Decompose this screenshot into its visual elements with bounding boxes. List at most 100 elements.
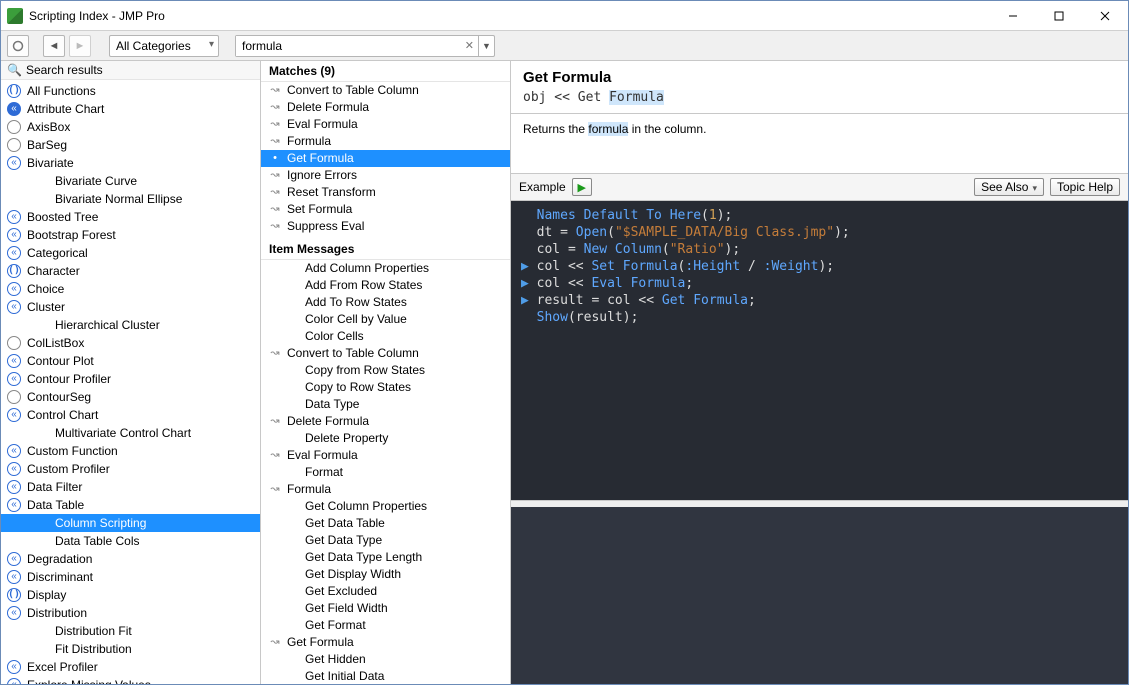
message-item[interactable]: Get Data Table bbox=[261, 515, 510, 532]
message-item[interactable]: Get Hidden bbox=[261, 651, 510, 668]
clear-search-icon[interactable]: ✕ bbox=[465, 39, 474, 52]
tree-item[interactable]: «Attribute Chart bbox=[1, 100, 260, 118]
detail-header: Get Formula obj << Get Formula bbox=[511, 61, 1128, 114]
close-button[interactable] bbox=[1082, 1, 1128, 31]
message-item[interactable]: Convert to Table Column bbox=[261, 345, 510, 362]
tree-item[interactable]: «Data Filter bbox=[1, 478, 260, 496]
toolbar: ◄ ► All Categories ✕ ▼ bbox=[1, 31, 1128, 61]
ring-icon: « bbox=[7, 354, 21, 368]
message-item[interactable]: Get Display Width bbox=[261, 566, 510, 583]
tree-item[interactable]: Fit Distribution bbox=[1, 640, 260, 658]
tree-item[interactable]: «Custom Function bbox=[1, 442, 260, 460]
tree-item[interactable]: «Explore Missing Values bbox=[1, 676, 260, 684]
forward-button[interactable]: ► bbox=[69, 35, 91, 57]
tree-item[interactable]: «Custom Profiler bbox=[1, 460, 260, 478]
home-button[interactable] bbox=[7, 35, 29, 57]
match-item[interactable]: Suppress Eval bbox=[261, 218, 510, 235]
tree-item[interactable]: BarSeg bbox=[1, 136, 260, 154]
tree-item[interactable]: AxisBox bbox=[1, 118, 260, 136]
tree-item[interactable]: «Contour Plot bbox=[1, 352, 260, 370]
tree-item[interactable]: «Degradation bbox=[1, 550, 260, 568]
tree-item[interactable]: Hierarchical Cluster bbox=[1, 316, 260, 334]
tree-item[interactable]: «Excel Profiler bbox=[1, 658, 260, 676]
tree-item[interactable]: Column Scripting bbox=[1, 514, 260, 532]
message-item[interactable]: Add Column Properties bbox=[261, 260, 510, 277]
back-button[interactable]: ◄ bbox=[43, 35, 65, 57]
tree-item[interactable]: «Bivariate bbox=[1, 154, 260, 172]
box-icon bbox=[7, 390, 21, 404]
tree-item[interactable]: Multivariate Control Chart bbox=[1, 424, 260, 442]
tree-item[interactable]: Data Table Cols bbox=[1, 532, 260, 550]
see-also-button[interactable]: See Also bbox=[974, 178, 1044, 196]
message-item[interactable]: Get Initial Data bbox=[261, 668, 510, 684]
message-item[interactable]: Format bbox=[261, 464, 510, 481]
run-example-button[interactable]: ▶ bbox=[572, 178, 592, 196]
message-item[interactable]: Delete Property bbox=[261, 430, 510, 447]
message-item[interactable]: Eval Formula bbox=[261, 447, 510, 464]
tree-item-label: Contour Profiler bbox=[27, 371, 111, 387]
message-item[interactable]: Data Type bbox=[261, 396, 510, 413]
maximize-button[interactable] bbox=[1036, 1, 1082, 31]
search-input[interactable] bbox=[236, 36, 478, 56]
message-item[interactable]: Delete Formula bbox=[261, 413, 510, 430]
tree-item[interactable]: «Choice bbox=[1, 280, 260, 298]
tree-item[interactable]: «Control Chart bbox=[1, 406, 260, 424]
search-dropdown[interactable]: ▼ bbox=[478, 36, 494, 56]
tree-item[interactable]: Distribution Fit bbox=[1, 622, 260, 640]
tree-item[interactable]: «Distribution bbox=[1, 604, 260, 622]
item-messages-header: Item Messages bbox=[261, 235, 510, 260]
message-item[interactable]: Color Cells bbox=[261, 328, 510, 345]
match-item[interactable]: Ignore Errors bbox=[261, 167, 510, 184]
tree-item[interactable]: «Discriminant bbox=[1, 568, 260, 586]
tree-item[interactable]: «Boosted Tree bbox=[1, 208, 260, 226]
message-item[interactable]: Formula bbox=[261, 481, 510, 498]
tree-item[interactable]: «Cluster bbox=[1, 298, 260, 316]
mid-scroll[interactable]: Matches (9) Convert to Table ColumnDelet… bbox=[261, 61, 510, 684]
output-area[interactable] bbox=[511, 501, 1128, 684]
left-scroll[interactable]: ()All Functions«Attribute ChartAxisBoxBa… bbox=[1, 80, 260, 684]
sig-prefix: obj << Get bbox=[523, 90, 609, 105]
message-item[interactable]: Get Data Type bbox=[261, 532, 510, 549]
message-item[interactable]: Get Field Width bbox=[261, 600, 510, 617]
match-item[interactable]: Reset Transform bbox=[261, 184, 510, 201]
message-item-label: Color Cells bbox=[305, 329, 364, 344]
item-messages-list: Add Column PropertiesAdd From Row States… bbox=[261, 260, 510, 684]
tree-item[interactable]: «Categorical bbox=[1, 244, 260, 262]
match-item[interactable]: Eval Formula bbox=[261, 116, 510, 133]
tree-item[interactable]: Bivariate Curve bbox=[1, 172, 260, 190]
message-item[interactable]: Get Excluded bbox=[261, 583, 510, 600]
category-select[interactable]: All Categories bbox=[109, 35, 219, 57]
tree-item[interactable]: «Contour Profiler bbox=[1, 370, 260, 388]
minimize-button[interactable] bbox=[990, 1, 1036, 31]
example-code[interactable]: Names Default To Here(1); dt = Open("$SA… bbox=[511, 201, 1128, 501]
tree-item[interactable]: «Bootstrap Forest bbox=[1, 226, 260, 244]
message-item-label: Add Column Properties bbox=[305, 261, 429, 276]
match-item[interactable]: Delete Formula bbox=[261, 99, 510, 116]
message-item[interactable]: Get Formula bbox=[261, 634, 510, 651]
see-also-label: See Also bbox=[981, 180, 1028, 194]
tree-item[interactable]: ContourSeg bbox=[1, 388, 260, 406]
tree-item[interactable]: ()Character bbox=[1, 262, 260, 280]
message-item[interactable]: Color Cell by Value bbox=[261, 311, 510, 328]
tree-item[interactable]: «Data Table bbox=[1, 496, 260, 514]
message-item[interactable]: Get Column Properties bbox=[261, 498, 510, 515]
topic-help-button[interactable]: Topic Help bbox=[1050, 178, 1120, 196]
tree-item[interactable]: ColListBox bbox=[1, 334, 260, 352]
message-item[interactable]: Copy from Row States bbox=[261, 362, 510, 379]
match-item[interactable]: Convert to Table Column bbox=[261, 82, 510, 99]
message-item[interactable]: Add From Row States bbox=[261, 277, 510, 294]
match-item[interactable]: Formula bbox=[261, 133, 510, 150]
ring-icon: « bbox=[7, 552, 21, 566]
message-item[interactable]: Get Format bbox=[261, 617, 510, 634]
match-item-label: Convert to Table Column bbox=[287, 83, 419, 98]
message-item[interactable]: Add To Row States bbox=[261, 294, 510, 311]
tree-item[interactable]: ()All Functions bbox=[1, 82, 260, 100]
message-item[interactable]: Copy to Row States bbox=[261, 379, 510, 396]
tree-item[interactable]: Bivariate Normal Ellipse bbox=[1, 190, 260, 208]
message-item[interactable]: Get Data Type Length bbox=[261, 549, 510, 566]
match-item[interactable]: Get Formula bbox=[261, 150, 510, 167]
message-item-label: Eval Formula bbox=[287, 448, 358, 463]
tree-item-label: Column Scripting bbox=[55, 515, 146, 531]
tree-item[interactable]: ()Display bbox=[1, 586, 260, 604]
match-item[interactable]: Set Formula bbox=[261, 201, 510, 218]
